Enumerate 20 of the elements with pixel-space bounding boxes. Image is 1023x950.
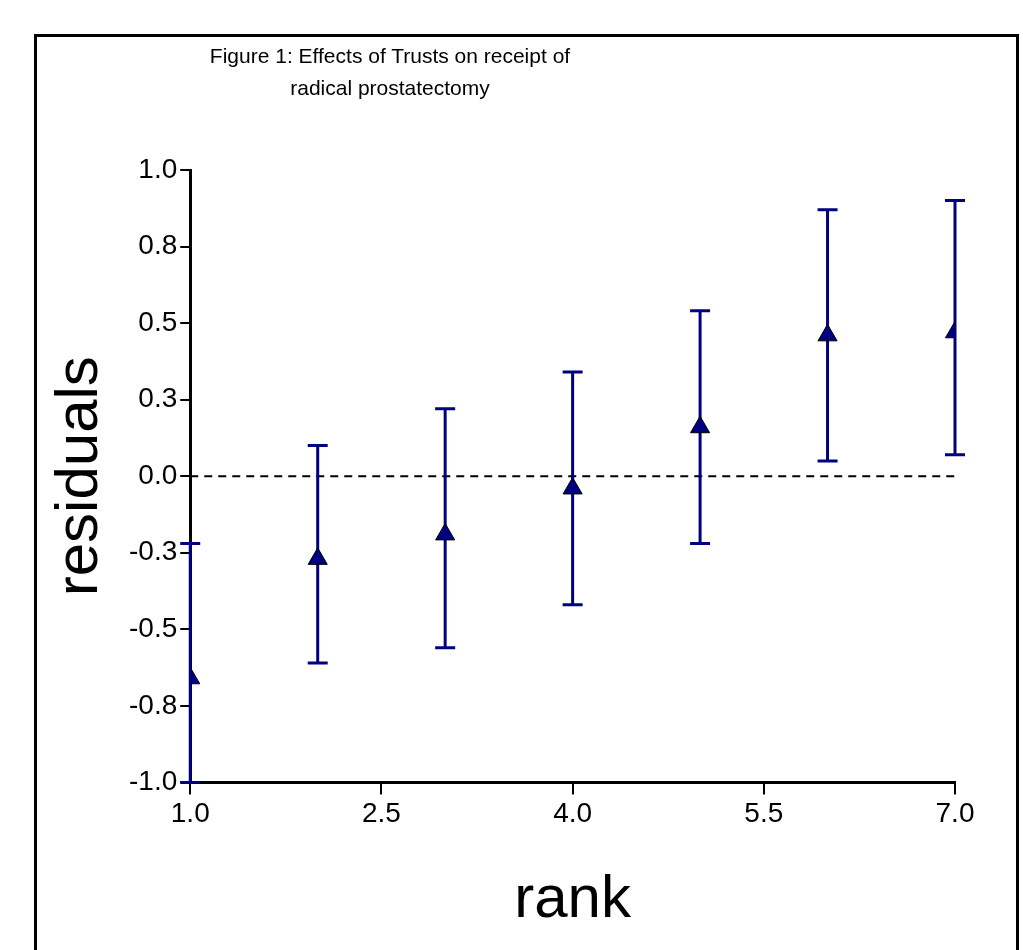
y-tick-label: 0.8 <box>138 229 178 261</box>
y-tick-label: -0.3 <box>129 535 178 567</box>
point <box>435 522 456 541</box>
x-tick-label: 4.0 <box>553 796 593 828</box>
y-axis-title: residuals <box>42 356 110 597</box>
y-tick-label: -0.5 <box>129 612 178 644</box>
x-tick-label: 1.0 <box>170 796 210 828</box>
y-tick-label: -0.8 <box>129 688 178 720</box>
x-tick-label: 5.5 <box>744 796 784 828</box>
x-axis-title: rank <box>514 862 632 930</box>
x-tick-label: 7.0 <box>935 796 975 828</box>
x-tick-label: 2.5 <box>361 796 401 828</box>
y-tick-label: 0.0 <box>138 458 178 490</box>
point <box>562 476 583 495</box>
chart-title: Figure 1: Effects of Trusts on receipt of radical prostatectomy <box>208 43 572 101</box>
y-tick-label: 0.5 <box>138 305 178 337</box>
y-tick-label: -1.0 <box>129 765 178 797</box>
y-tick-label: 0.3 <box>138 382 178 414</box>
y-tick-label: 1.0 <box>138 152 178 184</box>
point <box>690 415 711 434</box>
